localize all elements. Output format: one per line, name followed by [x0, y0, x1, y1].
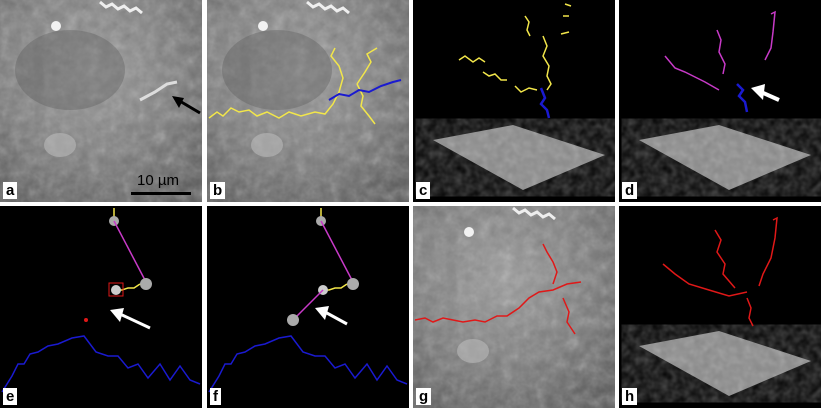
- panel-label-b: b: [210, 182, 226, 199]
- trace-yellow: [208, 47, 344, 119]
- microscopy-image-b: [207, 0, 409, 202]
- microscopy-image-a: [0, 0, 202, 202]
- panel-d: d: [619, 0, 821, 202]
- panel-e: e: [0, 206, 202, 408]
- panel-label-f: f: [210, 388, 221, 405]
- render-3d-c: [433, 3, 605, 190]
- microscopy-overlay-g: [413, 206, 615, 408]
- render-3d-d: [639, 10, 811, 190]
- panel-label-c: c: [416, 182, 431, 199]
- panel-label-e: e: [3, 388, 18, 405]
- trace-graph-e: [1, 208, 201, 393]
- panel-label-d: d: [622, 182, 638, 199]
- trace-graph-f: [208, 208, 408, 393]
- panel-h: h: [619, 206, 821, 408]
- panel-a: 10 µm a: [0, 0, 202, 202]
- panel-label-a: a: [3, 182, 18, 199]
- trace-blue: [328, 79, 402, 101]
- render-3d-h: [639, 216, 811, 396]
- panel-g: g: [413, 206, 615, 408]
- panel-c: c: [413, 0, 615, 202]
- panel-b: b: [207, 0, 409, 202]
- panel-label-g: g: [416, 388, 432, 405]
- panel-f: f: [207, 206, 409, 408]
- scale-bar-label: 10 µm: [137, 172, 179, 189]
- arrow-white: [760, 90, 780, 102]
- scale-bar: [131, 192, 191, 195]
- panel-label-h: h: [622, 388, 638, 405]
